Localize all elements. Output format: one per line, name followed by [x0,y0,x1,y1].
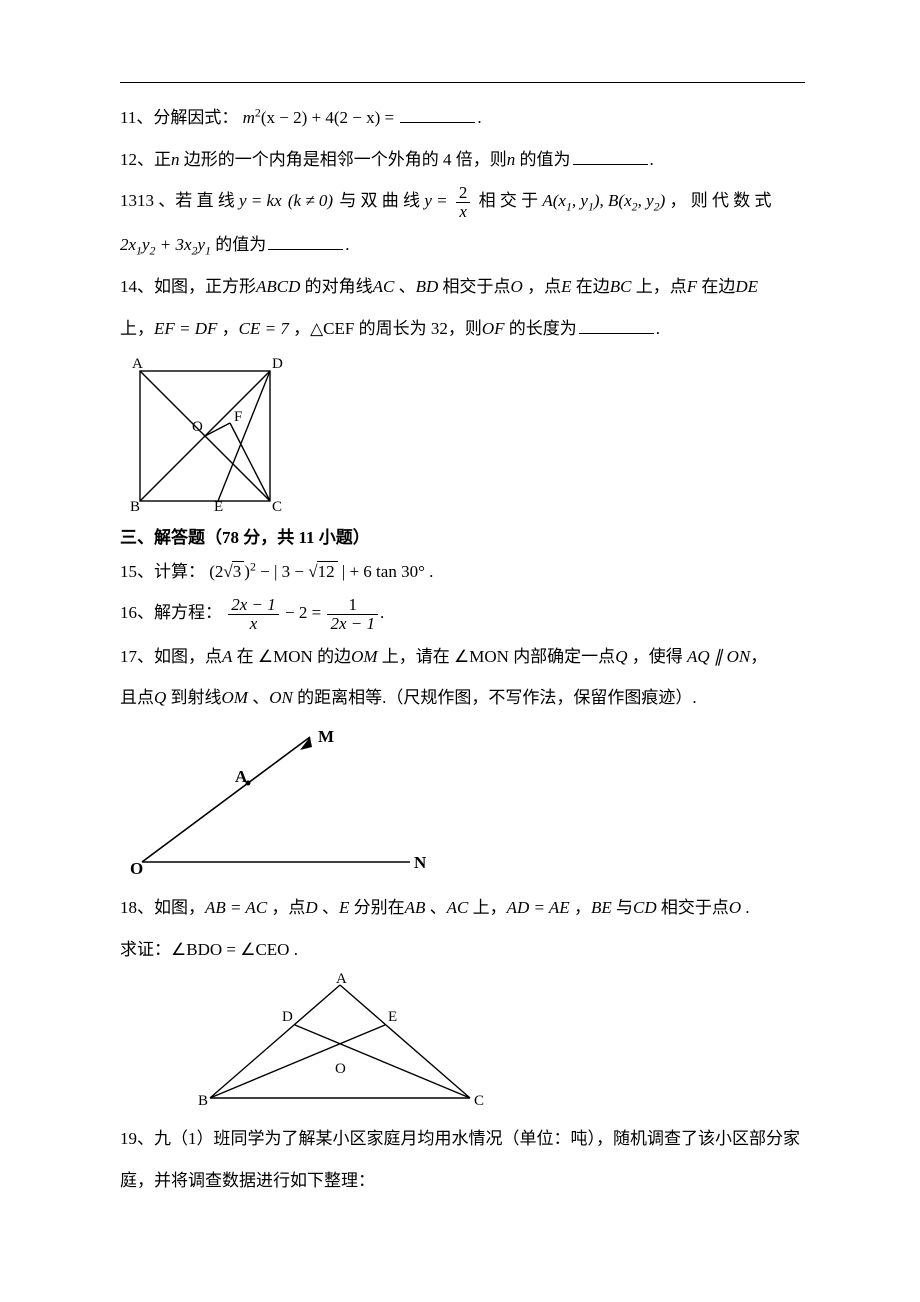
svg-text:A: A [132,356,143,372]
svg-text:A: A [336,973,347,987]
angle-diagram-icon: M N O A [120,722,430,882]
q18-line1: 18、如图，AB = AC ，点D 、E 分别在AB 、AC 上，AD = AE… [120,890,805,926]
q11-expr: m2(x − 2) + 4(2 − x) = [243,108,399,127]
q14-line1: 14、如图，正方形ABCD 的对角线AC 、BD 相交于点O ，点E 在边BC … [120,269,805,305]
q13-line2: 2x1y2 + 3x2y1 的值为. [120,227,805,263]
blank [400,107,475,123]
q14-figure: A D B C E O F [120,353,805,513]
svg-text:E: E [388,1009,397,1025]
q19-line1: 19、九（1）班同学为了解某小区家庭月均用水情况（单位：吨），随机调查了该小区部… [120,1121,805,1157]
q18-line2: 求证：∠BDO = ∠CEO . [120,932,805,968]
svg-text:B: B [130,499,140,513]
q17-line2: 且点Q 到射线OM 、ON 的距离相等.（尺规作图，不写作法，保留作图痕迹）. [120,680,805,716]
q16: 16、解方程： 2x − 1 x − 2 = 1 2x − 1 . [120,595,805,632]
q17-line1: 17、如图，点A 在 ∠MON 的边OM 上，请在 ∠MON 内部确定一点Q ，… [120,639,805,675]
frac: 2x − 1 x [228,596,279,633]
blank [573,148,648,164]
svg-text:E: E [214,499,223,513]
svg-text:F: F [234,409,242,425]
square-diagram-icon: A D B C E O F [120,353,300,513]
svg-text:B: B [198,1093,208,1109]
svg-text:M: M [318,727,334,746]
header-rule [120,82,805,83]
triangle-diagram-icon: A B C D E O [190,973,490,1113]
svg-text:O: O [130,859,143,878]
page: 11、分解因式： m2(x − 2) + 4(2 − x) = . 12、正n … [0,0,920,1302]
q11: 11、分解因式： m2(x − 2) + 4(2 − x) = . [120,100,805,136]
svg-text:C: C [272,499,282,513]
svg-text:D: D [282,1009,293,1025]
frac-2-over-x: 2 x [456,184,471,221]
section-3-title: 三、解答题（78 分，共 11 小题） [120,523,805,548]
q15: 15、计算： (2√3)2 − | 3 − √12 | + 6 tan 30° … [120,554,805,590]
sqrt-icon: √12 [308,554,337,590]
svg-text:O: O [335,1061,346,1077]
sqrt-icon: √3 [223,554,244,590]
q19-line2: 庭，并将调查数据进行如下整理： [120,1163,805,1199]
blank [268,234,343,250]
q17-figure: M N O A [120,722,805,882]
svg-text:N: N [414,853,427,872]
q12: 12、正n 边形的一个内角是相邻一个外角的 4 倍，则n 的值为. [120,142,805,178]
svg-text:C: C [474,1093,484,1109]
frac: 1 2x − 1 [327,596,378,633]
svg-text:O: O [192,419,203,435]
q13-line1: 1313 、若 直 线 y = kx (k ≠ 0) 与 双 曲 线 y = 2… [120,183,805,220]
q11-prefix: 11、分解因式： [120,108,238,127]
q18-figure: A B C D E O [190,973,805,1113]
svg-text:D: D [272,356,283,372]
blank [579,318,654,334]
q14-line2: 上，EF = DF ，CE = 7 ，△CEF 的周长为 32，则OF 的长度为… [120,311,805,347]
